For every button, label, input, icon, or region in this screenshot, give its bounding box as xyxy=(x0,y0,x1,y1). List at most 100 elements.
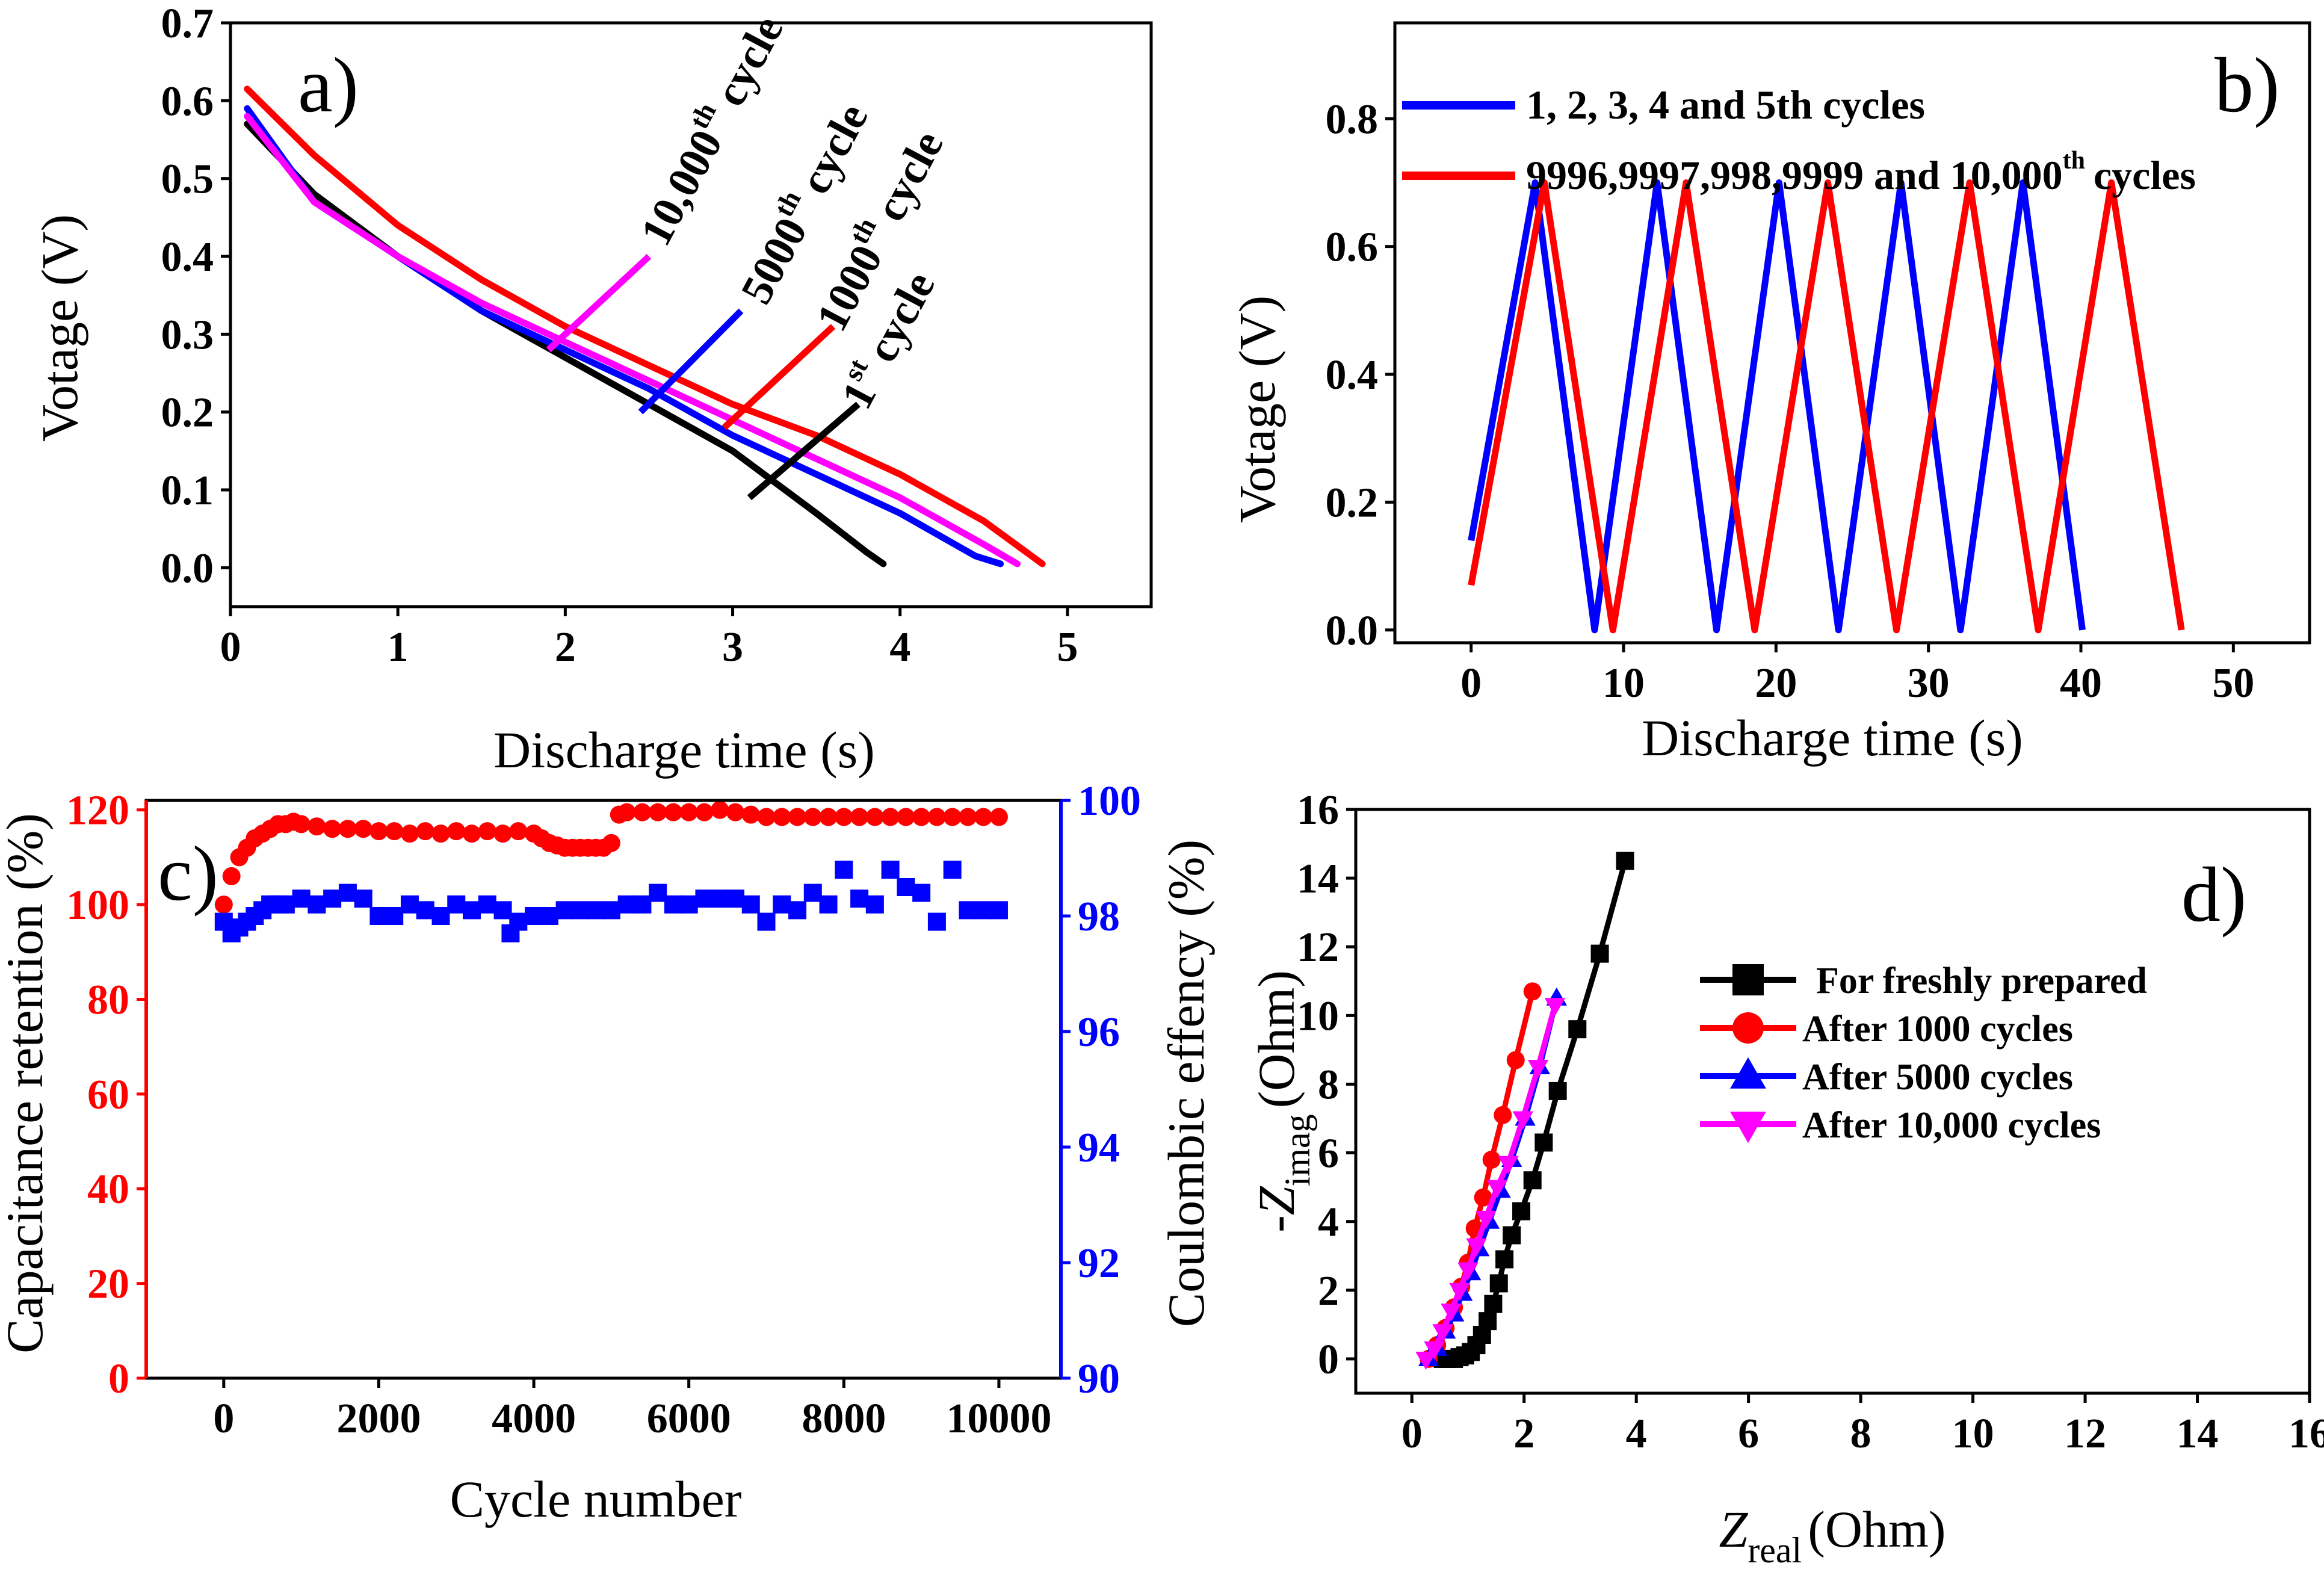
panel-a-y-tick-label: 0.0 xyxy=(161,545,214,592)
retention-point xyxy=(974,808,993,826)
panel-a-ticks: 0 1 2 3 4 5 0.0 0.1 0.2 0.3 0.4 0.5 0.6 0.7 xyxy=(161,1,1078,670)
coulombic-point xyxy=(292,889,311,908)
panel-d: 0 2 4 6 8 10 12 14 16 0 2 4 6 8 10 12 14 16 d) Zreal (Ohm)… xyxy=(1247,787,2324,1570)
panel-a-x-tick-label: 2 xyxy=(555,624,576,670)
annotation-line-5000 xyxy=(638,308,744,415)
panel-d-x-tick-label: 6 xyxy=(1738,1411,1759,1457)
coulombic-point xyxy=(540,907,558,925)
series-point-for-freshly-prepared xyxy=(1495,1250,1514,1269)
retention-point xyxy=(400,824,419,843)
retention-point xyxy=(897,808,915,826)
legend-label-after-1000-cycles: After 1000 cycles xyxy=(1802,1009,2073,1050)
annotation-line-1 xyxy=(747,401,861,501)
retention-point xyxy=(989,808,1008,826)
panel-d-x-tick-label: 8 xyxy=(1850,1411,1871,1457)
retention-point xyxy=(307,817,326,836)
panel-c-yright-tick-label: 92 xyxy=(1078,1240,1120,1287)
panel-a-y-tick-label: 0.6 xyxy=(161,78,214,125)
panel-b-y-tick-label: 0.4 xyxy=(1326,352,1379,398)
series-point-for-freshly-prepared xyxy=(1484,1295,1503,1313)
legend-label-for-freshly-prepared: For freshly prepared xyxy=(1816,961,2147,1001)
coulombic-point xyxy=(463,901,481,920)
legend-label-blue: 1, 2, 3, 4 and 5th cycles xyxy=(1526,82,1925,128)
panel-d-y-tick-label: 6 xyxy=(1318,1131,1339,1177)
series-point-after-10-000-cycles xyxy=(1498,1156,1519,1174)
retention-point xyxy=(323,820,342,838)
panel-d-plot xyxy=(1415,852,1634,1370)
panel-d-frame xyxy=(1354,808,2311,1395)
panel-b-xlabel: Discharge time (s) xyxy=(1642,709,2023,767)
panel-b-label: b) xyxy=(2214,42,2279,129)
retention-point xyxy=(881,808,900,826)
coulombic-point xyxy=(385,907,404,925)
panel-c-x-tick-label: 0 xyxy=(213,1396,234,1442)
coulombic-point xyxy=(695,889,714,908)
series-point-for-freshly-prepared xyxy=(1548,1081,1567,1100)
series-line-for-freshly-prepared xyxy=(1442,860,1628,1362)
legend-marker-after-1000-cycles xyxy=(1732,1012,1764,1044)
panel-b-legend: 1, 2, 3, 4 and 5th cycles 9996,9997,998,… xyxy=(1402,82,2196,198)
panel-d-label: d) xyxy=(2181,852,2246,938)
panel-d-x-tick-label: 14 xyxy=(2177,1411,2219,1457)
annotation-line-10000 xyxy=(546,253,652,353)
retention-point xyxy=(664,803,682,821)
retention-point xyxy=(757,808,776,826)
coulombic-point xyxy=(633,895,652,914)
series-point-after-10-000-cycles xyxy=(1457,1262,1479,1281)
retention-point xyxy=(602,834,620,852)
panel-a-y-tick-label: 0.5 xyxy=(161,156,214,203)
panel-b-y-tick-label: 0.2 xyxy=(1326,480,1379,526)
panel-c-yleft-tick-label: 0 xyxy=(108,1356,129,1402)
panel-a-frame xyxy=(229,21,1153,608)
series-point-after-10-000-cycles xyxy=(1424,1341,1445,1360)
panel-c-yleft-tick-label: 40 xyxy=(87,1166,129,1213)
coulombic-point xyxy=(555,901,574,920)
coulombic-point xyxy=(959,901,977,920)
coulombic-point xyxy=(416,901,434,920)
panel-c-x-tick-label: 8000 xyxy=(802,1396,886,1442)
panel-d-xlabel: Zreal (Ohm) xyxy=(1719,1500,1945,1570)
series-point-for-freshly-prepared xyxy=(1503,1226,1521,1245)
series-point-for-freshly-prepared xyxy=(1534,1133,1553,1152)
retention-point xyxy=(214,896,233,914)
series-point-after-1000-cycles xyxy=(1494,1106,1512,1124)
panel-d-x-tick-label: 4 xyxy=(1626,1411,1647,1457)
retention-point xyxy=(788,808,807,826)
series-line-1000th-cycle xyxy=(244,85,1046,568)
coulombic-point xyxy=(509,912,528,931)
coulombic-point xyxy=(773,895,791,914)
coulombic-point xyxy=(587,901,605,920)
series-point-after-10-000-cycles xyxy=(1441,1304,1462,1322)
coulombic-point xyxy=(757,912,776,931)
coulombic-point xyxy=(431,907,450,925)
coulombic-point xyxy=(974,901,993,920)
panel-c-x-tick-label: 2000 xyxy=(336,1396,421,1442)
panel-b-plot xyxy=(1468,179,2185,634)
panel-a-x-tick-label: 5 xyxy=(1057,624,1078,670)
coulombic-point xyxy=(478,895,496,914)
series-point-after-10-000-cycles xyxy=(1415,1351,1436,1370)
panel-b-x-tick-label: 30 xyxy=(1908,660,1950,707)
coulombic-point xyxy=(354,889,372,908)
series-point-after-1000-cycles xyxy=(1482,1151,1501,1169)
panel-a-y-tick-label: 0.3 xyxy=(161,312,214,358)
retention-point xyxy=(865,808,884,826)
series-point-for-freshly-prepared xyxy=(1590,944,1609,963)
panel-a-label: a) xyxy=(298,42,359,129)
series-point-after-10-000-cycles xyxy=(1512,1111,1534,1130)
series-point-for-freshly-prepared xyxy=(1568,1020,1587,1039)
retention-point xyxy=(773,808,791,826)
panel-a-ylabel: Votage (V) xyxy=(31,214,88,442)
retention-point xyxy=(617,803,636,821)
series-point-after-10-000-cycles xyxy=(1466,1238,1487,1257)
retention-point xyxy=(354,820,372,838)
retention-point xyxy=(478,822,496,841)
coulombic-point xyxy=(850,889,869,908)
coulombic-point xyxy=(338,883,357,902)
panel-a-y-tick-label: 0.1 xyxy=(161,468,214,514)
coulombic-point xyxy=(400,895,419,914)
series-point-after-1000-cycles xyxy=(1506,1051,1525,1069)
panel-d-y-tick-label: 16 xyxy=(1297,787,1339,834)
panel-b-y-tick-label: 0.8 xyxy=(1326,96,1379,143)
coulombic-point xyxy=(741,895,760,914)
